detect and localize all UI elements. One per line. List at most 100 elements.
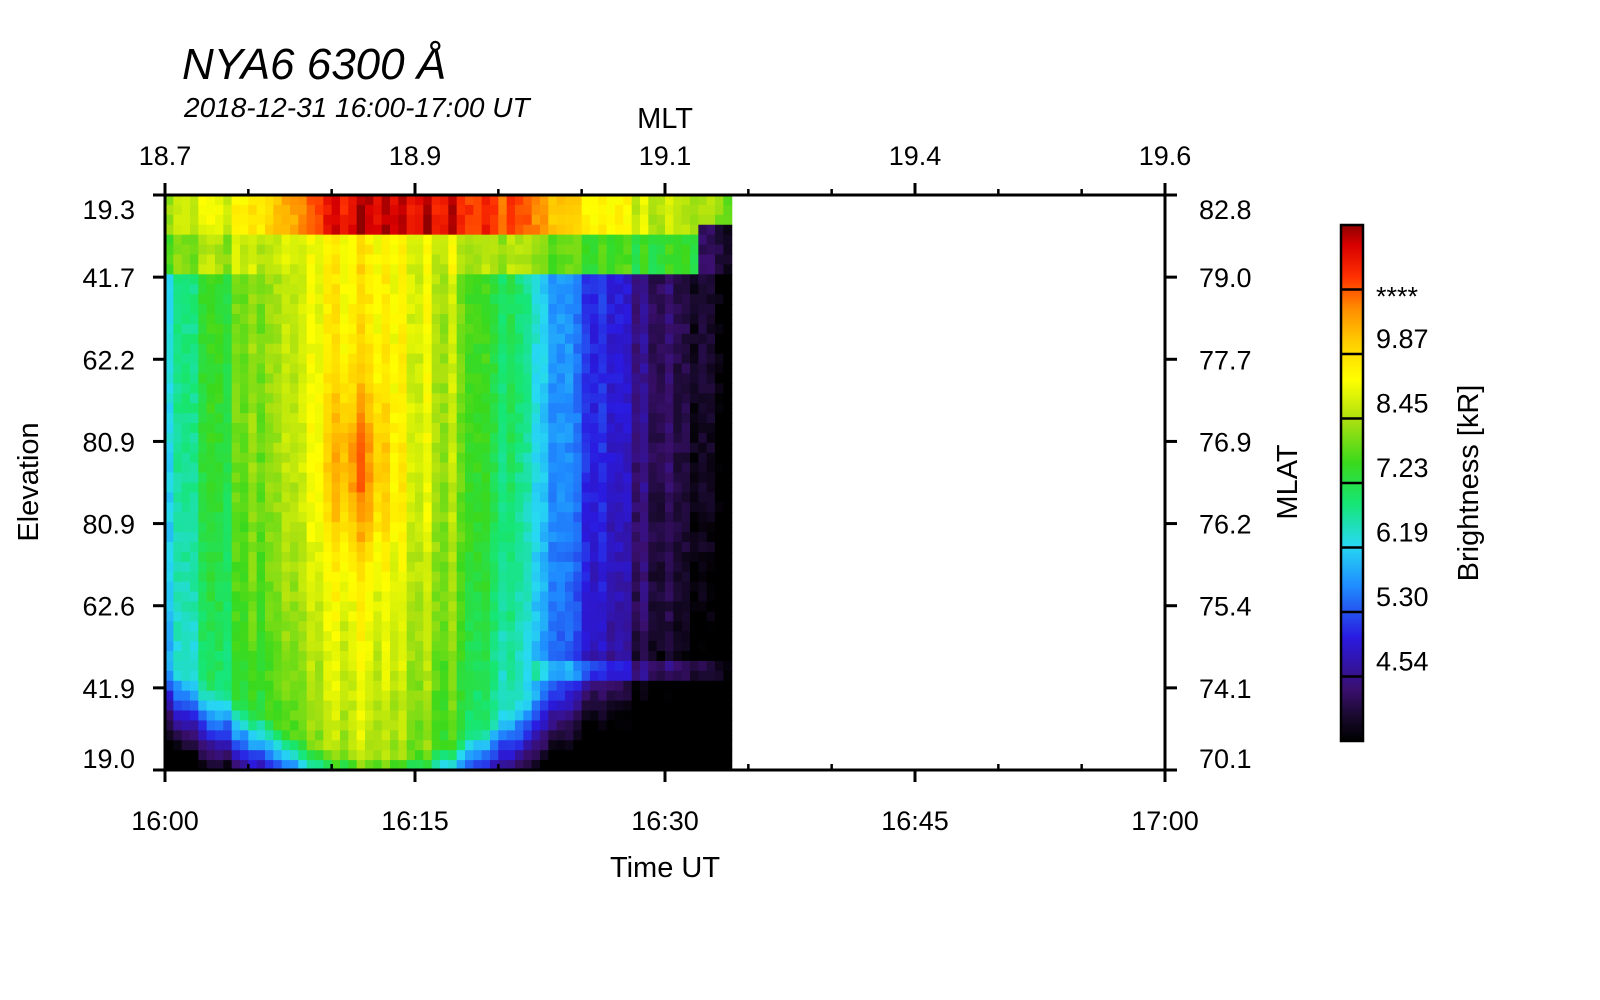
heatmap-cell (490, 581, 499, 593)
heatmap-cell (290, 621, 299, 632)
heatmap-cell (556, 234, 566, 246)
heatmap-cell (456, 750, 466, 761)
heatmap-cell (473, 532, 483, 543)
heatmap-cell (331, 343, 341, 355)
heatmap-cell (256, 244, 266, 256)
heatmap-cell (673, 512, 683, 523)
heatmap-cell (348, 224, 358, 236)
heatmap-cell (706, 472, 716, 484)
heatmap-cell (240, 621, 249, 632)
heatmap-cell (581, 442, 591, 454)
heatmap-cell (248, 304, 258, 315)
heatmap-cell (481, 214, 491, 226)
heatmap-cell (290, 462, 299, 474)
heatmap-cell (165, 462, 174, 474)
heatmap-cell (265, 670, 274, 682)
heatmap-cell (348, 472, 358, 484)
heatmap-cell (381, 581, 391, 593)
heatmap-cell (440, 492, 449, 503)
heatmap-cell (315, 690, 324, 702)
heatmap-cell (315, 333, 324, 345)
heatmap-cell (715, 284, 724, 295)
heatmap-cell (673, 571, 683, 583)
heatmap-cell (290, 690, 299, 702)
heatmap-cell (256, 512, 266, 523)
heatmap-cell (373, 492, 383, 503)
heatmap-cell (331, 363, 341, 375)
heatmap-cell (365, 313, 374, 325)
heatmap-cell (515, 760, 524, 771)
heatmap-cell (298, 522, 308, 533)
heatmap-cell (490, 452, 499, 464)
heatmap-cell (623, 304, 633, 315)
heatmap-cell (548, 571, 558, 583)
heatmap-cell (256, 670, 266, 682)
heatmap-cell (431, 363, 441, 375)
heatmap-cell (506, 571, 516, 583)
heatmap-cell (365, 690, 374, 702)
heatmap-cell (181, 264, 191, 275)
heatmap-cell (373, 532, 383, 543)
heatmap-cell (423, 204, 433, 216)
heatmap-cell (256, 651, 266, 662)
heatmap-cell (265, 740, 274, 751)
heatmap-cell (506, 393, 516, 404)
heatmap-cell (723, 660, 733, 672)
heatmap-cell (406, 224, 416, 236)
heatmap-cell (598, 760, 608, 771)
heatmap-cell (273, 333, 283, 345)
heatmap-cell (248, 195, 258, 206)
heatmap-cell (465, 373, 474, 384)
heatmap-cell (706, 720, 716, 731)
heatmap-cell (331, 224, 341, 236)
heatmap-cell (681, 254, 691, 265)
heatmap-cell (273, 581, 283, 593)
heatmap-cell (323, 413, 333, 424)
heatmap-cell (465, 660, 474, 672)
heatmap-cell (406, 294, 416, 305)
heatmap-cell (673, 621, 683, 632)
heatmap-cell (206, 502, 216, 513)
heatmap-cell (198, 541, 208, 553)
heatmap-cell (365, 413, 374, 424)
heatmap-cell (306, 492, 316, 503)
heatmap-cell (581, 432, 591, 444)
heatmap-cell (606, 660, 616, 672)
heatmap-cell (481, 680, 491, 692)
heatmap-cell (606, 730, 616, 741)
heatmap-cell (398, 551, 408, 563)
heatmap-cell (573, 482, 583, 494)
heatmap-cell (173, 601, 183, 612)
heatmap-cell (440, 403, 449, 414)
heatmap-cell (281, 532, 291, 543)
heatmap-cell (165, 284, 174, 295)
heatmap-cell (406, 452, 416, 464)
heatmap-cell (631, 313, 641, 325)
heatmap-cell (640, 730, 649, 741)
heatmap-cell (665, 323, 674, 335)
heatmap-cell (190, 452, 199, 464)
heatmap-cell (248, 224, 258, 236)
left-tick-label: 80.9 (82, 510, 135, 540)
heatmap-cell (606, 423, 616, 434)
heatmap-cell (665, 284, 674, 295)
heatmap-cell (631, 462, 641, 474)
heatmap-cell (648, 373, 658, 384)
heatmap-cell (331, 760, 341, 771)
heatmap-cell (340, 522, 349, 533)
heatmap-cell (240, 541, 249, 553)
heatmap-cell (323, 383, 333, 394)
heatmap-cell (190, 234, 199, 246)
heatmap-cell (423, 700, 433, 712)
heatmap-cell (656, 472, 666, 484)
heatmap-cell (523, 611, 533, 622)
heatmap-cell (706, 423, 716, 434)
heatmap-cell (656, 601, 666, 612)
heatmap-cell (456, 561, 466, 573)
heatmap-cell (356, 204, 366, 216)
heatmap-cell (581, 304, 591, 315)
heatmap-cell (365, 234, 374, 246)
heatmap-cell (173, 472, 183, 484)
heatmap-cell (456, 631, 466, 642)
heatmap-cell (648, 224, 658, 236)
